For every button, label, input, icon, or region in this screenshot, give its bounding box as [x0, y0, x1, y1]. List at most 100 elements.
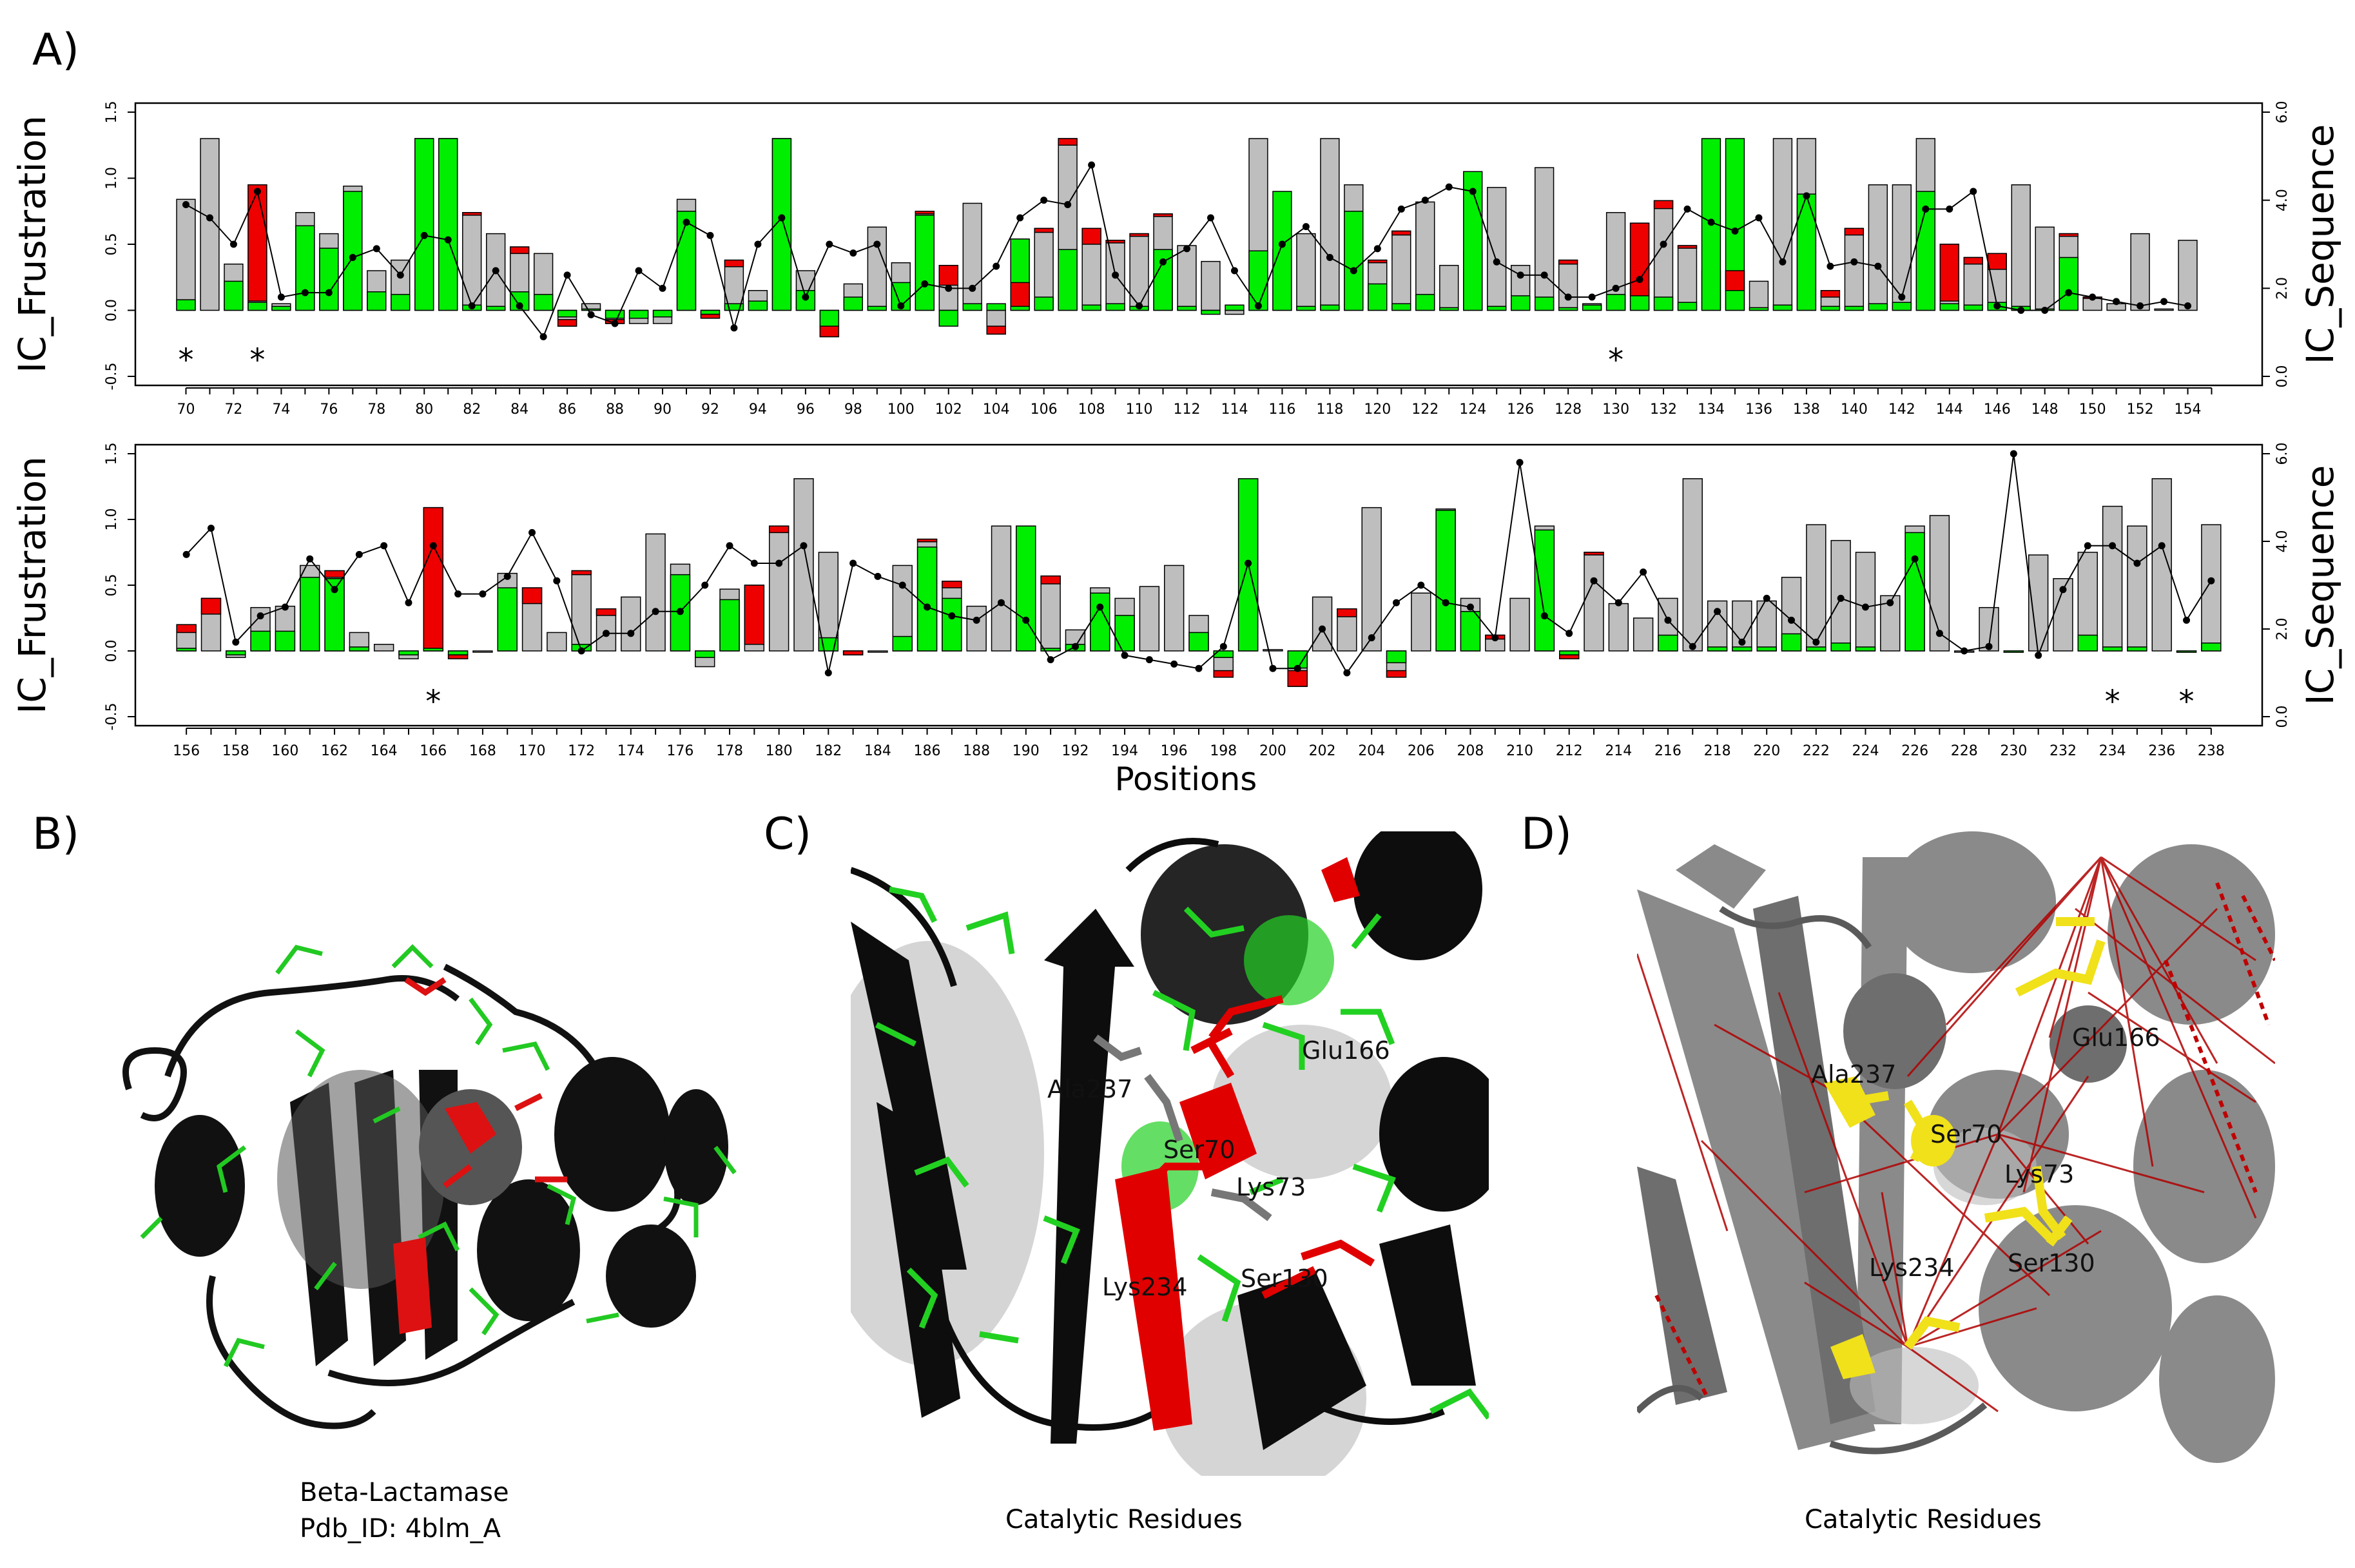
- panel-label-c: C): [764, 809, 812, 860]
- x-tick-label: 144: [1936, 402, 1963, 418]
- bar-green: [1201, 309, 1221, 315]
- bar-red: [1629, 222, 1650, 296]
- ic-sequence-point: [1588, 293, 1596, 301]
- x-tick-label: 90: [654, 402, 672, 418]
- x-tick-label: 130: [1602, 402, 1629, 418]
- x-tick-label: 202: [1309, 743, 1336, 759]
- x-tick-label: 104: [983, 402, 1010, 418]
- ic-sequence-point: [1812, 638, 1820, 646]
- asterisk-marker: *: [2105, 684, 2120, 720]
- y2-tick-label: 6.0: [2274, 101, 2291, 124]
- bar-green: [1939, 303, 1959, 311]
- bar-gray: [1391, 230, 1411, 311]
- ic-sequence-point: [1779, 258, 1787, 266]
- panel-b-caption: Beta-Lactamase Pdb_ID: 4blm_A: [300, 1475, 509, 1547]
- ic-sequence-point: [701, 581, 709, 589]
- bar-gray: [645, 533, 666, 652]
- bar-green: [1605, 294, 1626, 311]
- x-tick-label: 70: [177, 402, 195, 418]
- x-tick-label: 120: [1364, 402, 1391, 418]
- bar-green: [1534, 296, 1555, 311]
- ic-sequence-point: [993, 262, 1000, 270]
- ic-sequence-point: [1861, 603, 1869, 611]
- bar-gray: [962, 202, 982, 311]
- bar-green: [628, 309, 649, 319]
- x-tick-label: 116: [1268, 402, 1295, 418]
- bar-gray: [621, 596, 641, 652]
- bar-red: [1963, 256, 1983, 265]
- ic-sequence-point: [849, 559, 857, 567]
- bar-green: [652, 309, 673, 318]
- ic-sequence-point: [945, 284, 953, 292]
- bar-green: [1963, 304, 1983, 311]
- ic-sequence-point: [1714, 608, 1721, 615]
- ic-sequence-point: [1136, 302, 1143, 310]
- asterisk-marker: *: [425, 684, 441, 720]
- ic-sequence-point: [1564, 293, 1572, 301]
- ic-sequence-point: [1565, 630, 1573, 637]
- bar-red: [986, 325, 1006, 335]
- bar-red: [942, 581, 962, 588]
- bar-red: [324, 570, 345, 578]
- ic-sequence-point: [1803, 192, 1810, 200]
- bar-green: [1487, 305, 1507, 311]
- y2-tick-label: 2.0: [2274, 277, 2291, 300]
- bar-green: [349, 646, 370, 652]
- ic-sequence-point: [349, 254, 356, 261]
- ic-sequence-point: [1326, 254, 1333, 261]
- bar-green: [1844, 305, 1865, 311]
- label-c-lys73: Lys73: [1236, 1173, 1306, 1201]
- bar-red: [1820, 290, 1841, 298]
- ic-sequence-point: [778, 214, 786, 222]
- ic-sequence-point: [492, 267, 499, 275]
- bar-green: [447, 650, 469, 655]
- ic-sequence-point: [420, 231, 428, 239]
- bar-gray: [1361, 507, 1382, 652]
- bar-green: [2059, 256, 2079, 311]
- ic-sequence-point: [1421, 197, 1429, 204]
- ic-sequence-point: [1874, 262, 1882, 270]
- panel-c-caption: Catalytic Residues: [1005, 1505, 1243, 1534]
- ic-sequence-point: [2113, 298, 2120, 305]
- bar-green: [438, 138, 458, 311]
- ic-sequence-point: [1763, 594, 1770, 602]
- bar-gray: [2130, 233, 2150, 311]
- ic-sequence-point: [1961, 647, 1968, 655]
- bar-green: [1368, 283, 1388, 311]
- ic-sequence-point: [503, 572, 511, 580]
- ic-sequence-point: [2133, 559, 2141, 567]
- y2-axis-title: IC_Sequence: [2298, 465, 2342, 706]
- catalytic-site-drawing: [851, 831, 1489, 1476]
- x-tick-label: 194: [1111, 743, 1138, 759]
- ic-sequence-point: [1516, 459, 1524, 467]
- bar-red: [1677, 245, 1698, 249]
- bar-green: [1320, 304, 1340, 311]
- x-tick-label: 156: [173, 743, 200, 759]
- ic-sequence-point: [997, 599, 1005, 606]
- ic-sequence-point: [396, 271, 404, 279]
- bar-gray: [1584, 552, 1604, 652]
- bar-red: [1153, 213, 1173, 217]
- bar-green: [497, 587, 518, 652]
- bar-green: [1391, 303, 1411, 311]
- ic-sequence-point: [405, 599, 412, 606]
- x-tick-label: 162: [321, 743, 348, 759]
- ic-sequence-point: [1016, 214, 1024, 222]
- x-tick-label: 78: [367, 402, 385, 418]
- bar-green: [1677, 302, 1698, 311]
- bar-red: [447, 654, 469, 659]
- bar-gray: [1296, 233, 1316, 311]
- bar-green: [1439, 307, 1459, 311]
- ic-sequence-point: [1898, 293, 1906, 301]
- x-tick-label: 206: [1408, 743, 1435, 759]
- ic-sequence-point: [1922, 205, 1930, 213]
- bar-gray: [818, 552, 838, 652]
- x-tick-label: 232: [2050, 743, 2077, 759]
- bar-red: [915, 211, 935, 215]
- bar-gray: [1139, 586, 1160, 652]
- panel-label-a: A): [32, 24, 80, 75]
- bar-green: [962, 303, 982, 311]
- bar-green: [1749, 307, 1769, 311]
- bar-green: [1653, 296, 1674, 311]
- ic-sequence-point: [257, 612, 264, 620]
